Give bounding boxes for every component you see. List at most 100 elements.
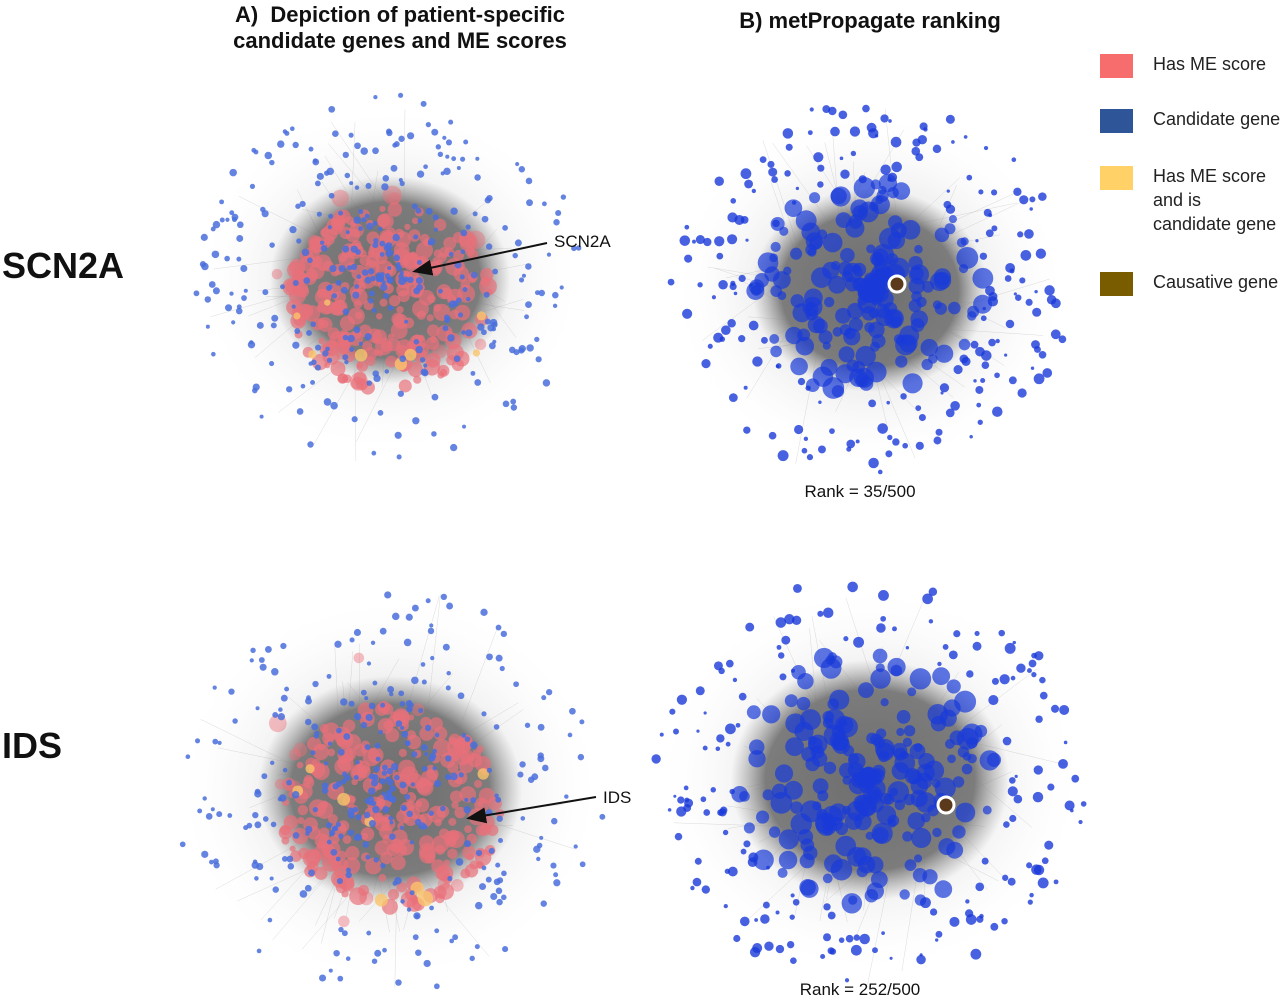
candidate-node xyxy=(299,200,306,208)
candidate-node xyxy=(422,824,428,830)
candidate-node xyxy=(744,179,753,189)
candidate-node xyxy=(379,240,386,247)
me-score-node xyxy=(385,355,398,368)
candidate-node xyxy=(269,242,275,248)
candidate-node xyxy=(947,754,956,764)
candidate-node xyxy=(366,661,372,666)
candidate-node xyxy=(453,355,461,363)
me-score-node xyxy=(315,254,332,271)
candidate-node xyxy=(375,756,381,762)
candidate-node xyxy=(364,798,370,804)
candidate-node xyxy=(988,292,998,302)
candidate-node xyxy=(545,688,553,696)
candidate-node xyxy=(417,218,423,224)
candidate-node xyxy=(725,741,731,747)
candidate-node xyxy=(946,841,964,859)
candidate-node xyxy=(866,244,876,254)
candidate-node xyxy=(822,607,834,618)
candidate-node xyxy=(518,347,525,354)
me-score-node xyxy=(434,818,442,827)
candidate-node xyxy=(917,135,927,145)
me-score-node xyxy=(289,748,302,761)
candidate-node xyxy=(803,436,809,441)
candidate-node xyxy=(672,728,680,735)
candidate-node xyxy=(397,390,404,397)
candidate-node xyxy=(277,796,283,802)
candidate-node xyxy=(980,377,986,384)
me-score-node xyxy=(315,801,334,819)
candidate-node xyxy=(418,708,424,714)
candidate-node xyxy=(481,711,487,717)
candidate-node xyxy=(943,699,961,717)
candidate-node xyxy=(299,890,308,898)
candidate-node xyxy=(457,312,464,318)
candidate-node xyxy=(783,266,792,275)
candidate-node xyxy=(853,636,865,648)
candidate-node xyxy=(432,766,437,771)
candidate-node xyxy=(738,335,746,343)
candidate-node xyxy=(384,369,390,374)
candidate-node xyxy=(335,856,341,862)
me-score-node xyxy=(434,844,446,855)
candidate-node xyxy=(727,212,738,223)
candidate-node xyxy=(559,285,564,290)
candidate-node xyxy=(368,702,376,710)
candidate-node xyxy=(414,818,422,826)
candidate-node xyxy=(738,274,746,283)
candidate-node xyxy=(866,882,884,900)
candidate-node xyxy=(464,797,469,803)
candidate-node xyxy=(768,826,781,838)
candidate-node xyxy=(342,151,349,159)
candidate-node xyxy=(197,808,203,814)
candidate-node xyxy=(842,775,852,785)
me-score-node xyxy=(377,798,386,807)
candidate-node xyxy=(400,804,407,812)
candidate-node xyxy=(893,334,904,344)
candidate-node xyxy=(955,802,976,823)
candidate-node xyxy=(894,799,906,811)
candidate-node xyxy=(920,897,931,909)
candidate-node xyxy=(760,914,770,924)
candidate-node xyxy=(1046,295,1057,305)
candidate-node xyxy=(876,189,889,202)
panel-a-title-line-2: candidate genes and ME scores xyxy=(233,28,567,53)
candidate-node xyxy=(465,224,471,230)
me-score-node xyxy=(398,379,412,393)
candidate-node xyxy=(952,825,966,839)
candidate-node xyxy=(1020,249,1032,261)
me-score-node xyxy=(332,209,347,225)
me-score-node xyxy=(400,766,419,785)
candidate-node xyxy=(320,245,328,252)
me-score-node xyxy=(328,302,343,316)
candidate-node xyxy=(849,126,861,137)
candidate-node xyxy=(360,689,367,696)
candidate-node xyxy=(1027,899,1033,905)
candidate-node xyxy=(202,796,207,801)
candidate-node xyxy=(349,346,355,352)
candidate-node xyxy=(692,877,702,887)
candidate-node xyxy=(1029,196,1036,203)
candidate-node xyxy=(823,761,837,775)
candidate-node xyxy=(292,832,300,839)
candidate-node xyxy=(479,883,487,891)
me-score-node xyxy=(409,251,418,261)
candidate-node xyxy=(361,217,367,223)
me-score-node xyxy=(281,836,290,845)
candidate-node xyxy=(677,796,685,804)
candidate-node xyxy=(889,956,893,960)
row-label-scn2a: SCN2A xyxy=(2,245,125,286)
candidate-node xyxy=(333,949,340,957)
candidate-node xyxy=(389,833,396,840)
candidate-node xyxy=(321,782,329,790)
me-score-node xyxy=(345,216,355,225)
candidate-node xyxy=(839,156,844,161)
candidate-node xyxy=(304,718,312,726)
candidate-node xyxy=(525,177,533,185)
candidate-node xyxy=(442,325,449,332)
candidate-node xyxy=(784,170,791,177)
me-and-candidate-node xyxy=(308,350,317,359)
candidate-node xyxy=(876,805,897,825)
candidate-node xyxy=(251,147,257,153)
candidate-node xyxy=(553,879,561,887)
